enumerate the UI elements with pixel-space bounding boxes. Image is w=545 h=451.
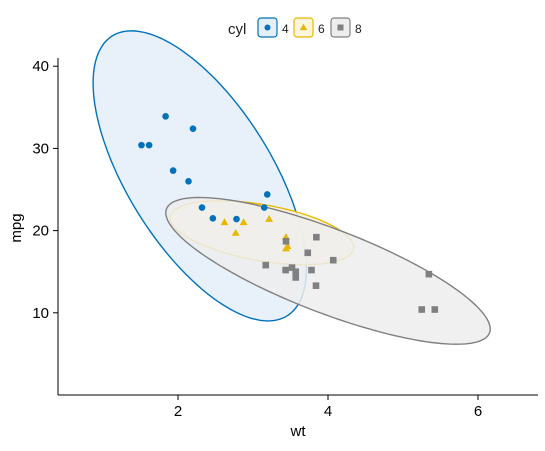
point-cyl-6 — [282, 244, 290, 252]
point-cyl-8 — [431, 306, 439, 313]
point-cyl-8 — [304, 249, 312, 257]
legend-marker-6 — [299, 23, 308, 31]
point-cyl-4 — [260, 204, 268, 211]
y-tick-label: 30 — [32, 140, 49, 157]
point-cyl-4 — [145, 141, 153, 149]
y-tick-label: 20 — [32, 223, 49, 240]
legend-marker-4 — [264, 24, 271, 31]
legend-marker-8 — [337, 24, 344, 31]
legend-title: cyl — [228, 21, 246, 38]
point-cyl-8 — [312, 282, 320, 289]
point-cyl-4 — [209, 214, 217, 222]
x-axis-label: wt — [290, 423, 307, 440]
legend-label-8: 8 — [355, 22, 362, 36]
point-cyl-8 — [292, 268, 300, 276]
point-cyl-8 — [282, 266, 289, 274]
point-cyl-4 — [138, 141, 145, 149]
point-cyl-4 — [185, 177, 192, 185]
point-cyl-6 — [231, 228, 240, 236]
point-cyl-4 — [198, 204, 206, 211]
x-tick-label: 4 — [324, 403, 332, 420]
point-cyl-8 — [313, 233, 320, 241]
legend: cyl 4 6 8 — [228, 17, 362, 38]
axes: 2 4 6 10 20 30 40 wt mpg — [8, 58, 538, 440]
point-cyl-4 — [233, 215, 240, 223]
ellipse-layer — [92, 30, 491, 345]
x-tick-label: 6 — [474, 403, 482, 420]
point-cyl-6 — [265, 214, 274, 222]
point-cyl-4 — [263, 191, 271, 198]
point-cyl-6 — [220, 218, 229, 226]
ellipse-8 — [165, 196, 491, 345]
point-cyl-8 — [418, 306, 426, 313]
x-tick-label: 2 — [174, 403, 182, 420]
point-cyl-8 — [288, 264, 296, 271]
y-axis-label: mpg — [8, 213, 25, 242]
point-cyl-4 — [189, 125, 197, 132]
point-cyl-4 — [169, 167, 177, 174]
point-cyl-8 — [262, 261, 270, 269]
point-cyl-8 — [292, 274, 300, 281]
point-cyl-8 — [425, 270, 433, 278]
legend-label-4: 4 — [282, 22, 289, 36]
y-tick-label: 10 — [32, 305, 49, 322]
y-tick-label: 40 — [32, 58, 49, 75]
point-cyl-8 — [329, 256, 337, 264]
point-cyl-6 — [239, 218, 248, 226]
point-cyl-4 — [162, 113, 169, 120]
point-cyl-8 — [308, 266, 315, 274]
point-layer — [138, 113, 439, 313]
point-cyl-8 — [282, 237, 290, 245]
legend-label-6: 6 — [318, 22, 325, 36]
